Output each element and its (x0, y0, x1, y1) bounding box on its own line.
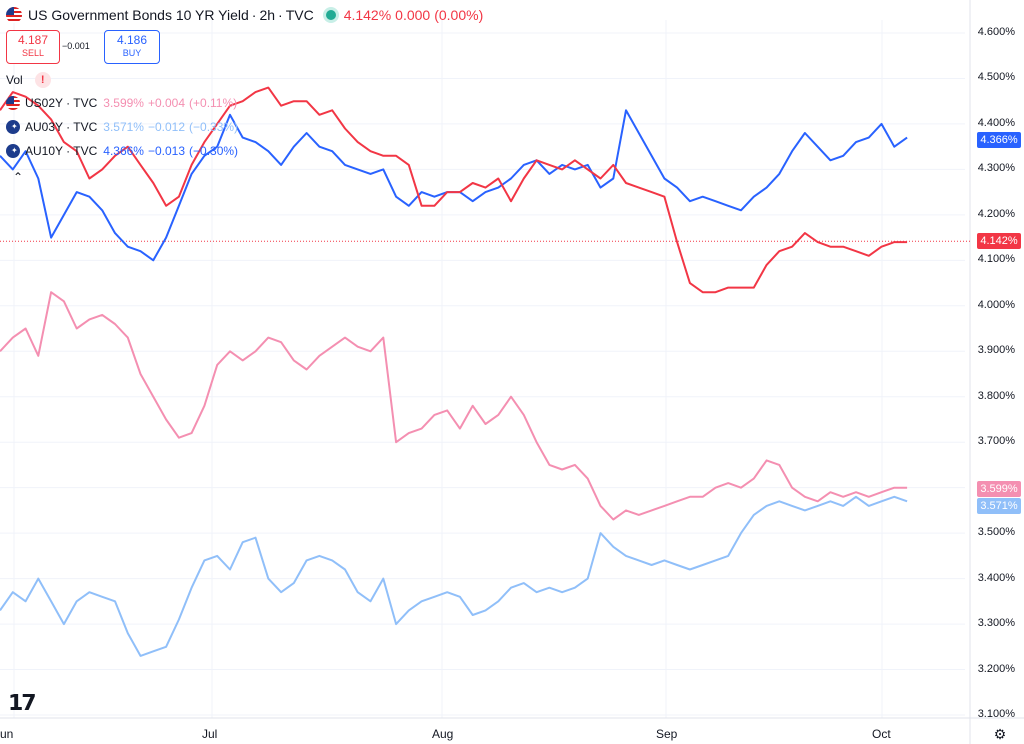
au03y-price-badge: 3.571% (977, 498, 1021, 514)
legend-name: AU03Y · TVC (25, 120, 98, 134)
collapse-legend-chevron-up-icon[interactable]: ⌃ (12, 170, 24, 184)
y-tick-label: 4.500% (977, 71, 1015, 84)
y-tick-label: 3.300% (977, 617, 1015, 630)
price-change: 0.000 (395, 7, 431, 23)
chart-header: US Government Bonds 10 YR Yield · 2h · T… (6, 5, 483, 25)
au-flag-icon (6, 144, 20, 158)
x-tick-label: Aug (432, 727, 454, 741)
legend-name: AU10Y · TVC (25, 144, 98, 158)
legend-row-au03y[interactable]: AU03Y · TVC 3.571% −0.012 (−0.33%) (6, 118, 238, 136)
legend-value: 3.599% (103, 96, 144, 110)
legend-name: US02Y · TVC (25, 96, 98, 110)
y-tick-label: 3.800% (977, 389, 1015, 402)
y-tick-label: 3.100% (977, 708, 1015, 720)
legend-row-au10y[interactable]: AU10Y · TVC 4.366% −0.013 (−0.30%) (6, 142, 238, 160)
y-tick-label: 4.400% (977, 116, 1015, 129)
price-change-pct: (0.00%) (434, 7, 484, 23)
y-tick-label: 4.600% (977, 26, 1015, 38)
legend-change-pct: (−0.33%) (189, 120, 239, 134)
au03y-series-line (0, 495, 908, 657)
legend-value: 3.571% (103, 120, 144, 134)
legend-change: +0.004 (147, 96, 186, 110)
legend-change-pct: (+0.11%) (189, 96, 238, 110)
x-tick-label: Jun (0, 727, 14, 741)
us10y-price-badge: 4.142% (977, 233, 1021, 249)
y-tick-label: 4.200% (977, 207, 1015, 220)
last-price: 4.142% (343, 7, 392, 23)
spread-value: −0.001 (62, 41, 90, 51)
y-tick-label: 3.700% (977, 435, 1015, 448)
x-tick-label: Jul (202, 727, 218, 741)
legend-change-pct: (−0.30%) (189, 144, 239, 158)
buy-price: 4.186 (116, 33, 148, 47)
legend-change: −0.012 (147, 120, 186, 134)
interval-label[interactable]: 2h (259, 7, 276, 23)
sell-label: SELL (21, 48, 45, 58)
gear-icon[interactable]: ⚙ (993, 725, 1007, 742)
market-status-dot-icon[interactable] (325, 10, 336, 20)
y-tick-label: 3.500% (977, 526, 1015, 539)
buy-button[interactable]: 4.186 BUY (104, 30, 160, 64)
volume-label: Vol (6, 73, 23, 87)
legend-value: 4.366% (103, 144, 144, 158)
sell-price: 4.187 (17, 33, 49, 47)
y-tick-label: 3.200% (977, 662, 1015, 675)
x-tick-label: Oct (872, 727, 891, 741)
volume-indicator[interactable]: Vol ! (6, 72, 51, 88)
us-flag-icon (6, 7, 22, 23)
tradingview-logo[interactable]: 𝟭𝟳 (8, 690, 37, 715)
y-tick-label: 4.100% (977, 253, 1015, 266)
us-flag-icon (6, 96, 20, 110)
us02y-price-badge: 3.599% (977, 481, 1021, 497)
legend-row-us02y[interactable]: US02Y · TVC 3.599% +0.004 (+0.11%) (6, 94, 237, 112)
au10y-price-badge: 4.366% (977, 132, 1021, 148)
y-tick-label: 3.900% (977, 344, 1015, 357)
us10y-series-line (0, 86, 908, 294)
warning-icon[interactable]: ! (34, 72, 51, 88)
buy-label: BUY (122, 48, 142, 58)
sell-button[interactable]: 4.187 SELL (6, 30, 60, 64)
y-tick-label: 3.400% (977, 571, 1015, 584)
au-flag-icon (6, 120, 20, 134)
x-tick-label: Sep (656, 727, 678, 741)
source-label: TVC (285, 7, 314, 23)
y-tick-label: 4.300% (977, 162, 1015, 175)
symbol-title[interactable]: US Government Bonds 10 YR Yield (28, 7, 249, 23)
legend-change: −0.013 (147, 144, 186, 158)
us02y-series-line (0, 291, 908, 521)
y-tick-label: 4.000% (977, 298, 1015, 311)
